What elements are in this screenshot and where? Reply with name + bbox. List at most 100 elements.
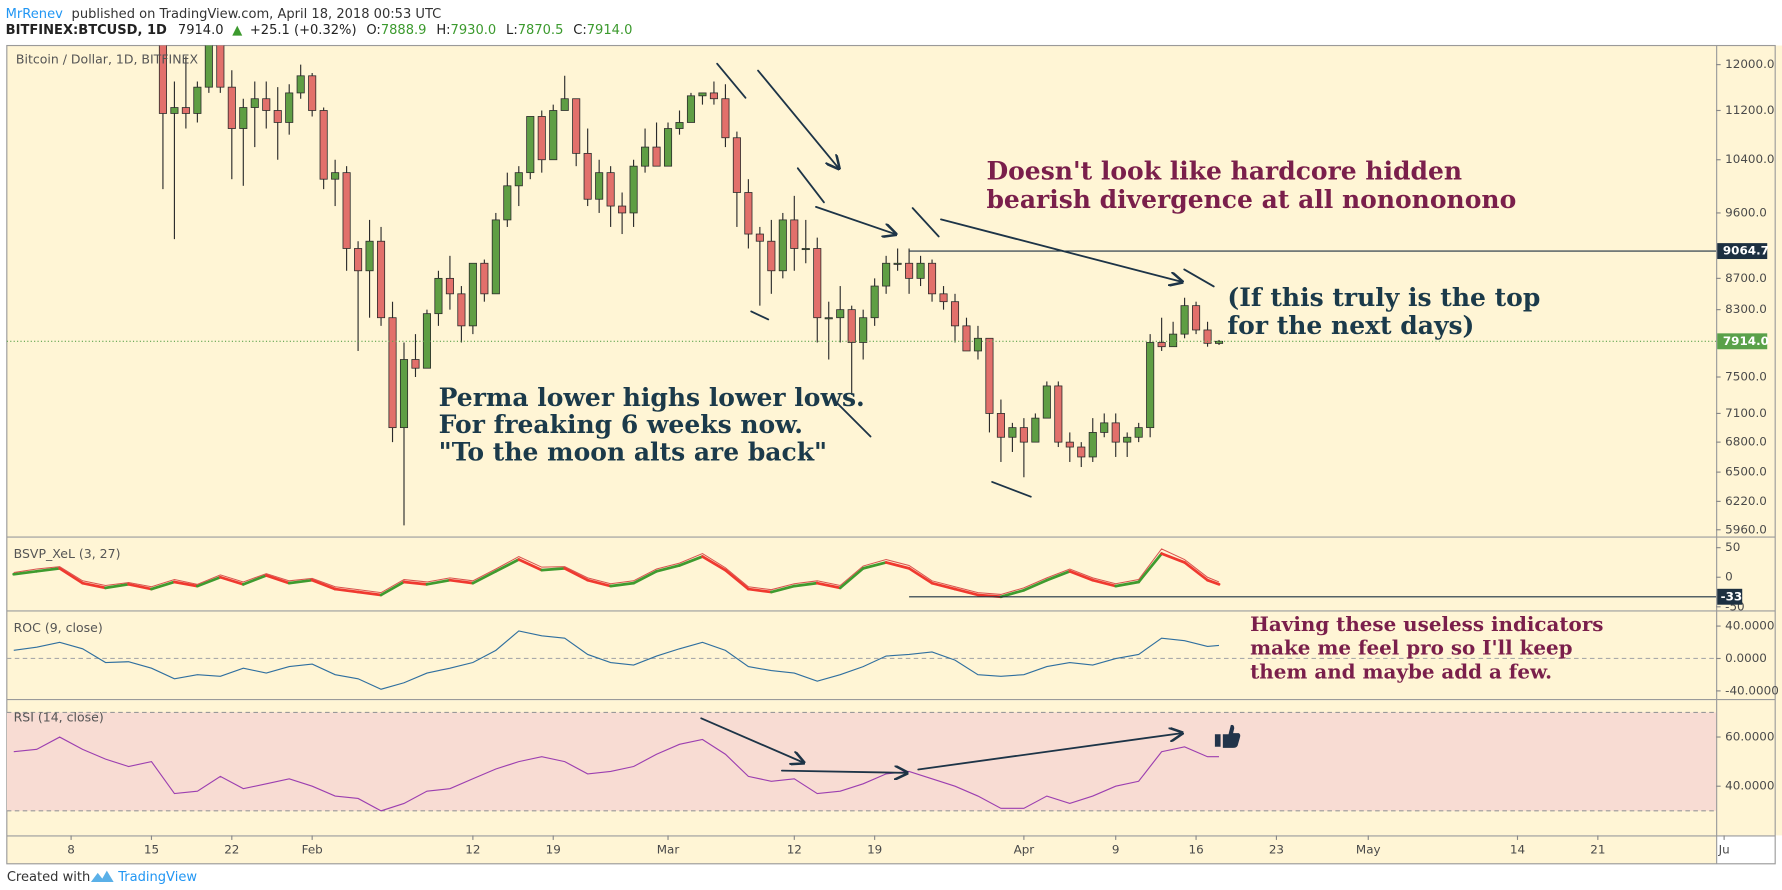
candle-body: [1077, 446, 1086, 458]
quote-value: 7870.5: [518, 23, 564, 38]
candle-body: [641, 146, 650, 167]
indicator-segment: [563, 567, 590, 582]
y-tick-label: 6220.0: [1725, 494, 1767, 508]
candle-body: [1180, 305, 1189, 335]
indicator-segment: [861, 561, 888, 570]
change-arrow: ▲: [232, 23, 242, 38]
annotation-line: them and maybe add a few.: [1250, 660, 1552, 684]
indicator-segment: [127, 582, 153, 591]
footer-brand[interactable]: TradingView: [117, 870, 197, 885]
pane-title: ROC (9, close): [14, 620, 103, 635]
annotation-line: (If this truly is the top: [1227, 283, 1540, 312]
indicator-segment: [999, 588, 1026, 599]
y-tick-label: 12000.0: [1725, 57, 1774, 71]
candle-body: [319, 110, 328, 180]
y-tick-label: 0: [1725, 570, 1733, 584]
candle-body: [514, 172, 523, 187]
candle-body: [1203, 329, 1212, 344]
x-tick-label: 19: [546, 843, 561, 857]
stroke: [1183, 268, 1215, 288]
annotation: (If this truly is the top for the next d…: [1227, 283, 1540, 340]
indicator-segment: [1068, 569, 1095, 582]
quote-value: 7914.0: [587, 23, 633, 38]
x-tick-label: Mar: [657, 843, 680, 857]
x-tick-label: 22: [224, 843, 239, 857]
y-tick-label: 40.0000: [1725, 619, 1774, 633]
indicator-segment: [678, 555, 704, 567]
candle-body: [572, 98, 581, 154]
indicator-segment: [1183, 561, 1209, 582]
candle-body: [365, 240, 374, 272]
candle-body: [583, 152, 592, 200]
candle-body: [928, 262, 937, 295]
candle-body: [859, 317, 868, 343]
candle-body: [204, 45, 213, 88]
indicator-line: [13, 548, 1220, 595]
indicator-segment: [1114, 580, 1141, 588]
candle-body: [801, 248, 810, 251]
candle-body: [985, 337, 994, 414]
candle-body: [1042, 385, 1051, 419]
pane-borders: [6, 44, 1776, 865]
indicator-segment: [173, 580, 199, 588]
x-tick-label: Feb: [302, 843, 323, 857]
annotation-line: "To the moon alts are back": [439, 437, 827, 466]
candle-body: [285, 92, 294, 123]
candle-body: [996, 413, 1005, 438]
header-line-1: MrRenev published on TradingView.com, Ap…: [6, 7, 442, 22]
candle-body: [916, 262, 925, 279]
annotation-line: make me feel pro so I'll keep: [1250, 636, 1573, 660]
candle-body: [560, 98, 569, 111]
candle-body: [732, 137, 741, 193]
indicator-segment: [379, 580, 406, 597]
candle-body: [1214, 340, 1224, 344]
candle-body: [354, 248, 363, 272]
author[interactable]: MrRenev: [6, 7, 63, 22]
candle-body: [595, 172, 604, 200]
candle-body: [181, 107, 190, 114]
stroke: [716, 62, 747, 99]
candle-body: [216, 45, 225, 88]
price-axis: [1716, 45, 1782, 836]
plot: 12000.0 11200.0 10400.0 9600.0 8700.0 8300.0 7…: [6, 45, 1779, 857]
price-pane: [6, 45, 1717, 537]
indicator-segment: [884, 561, 911, 570]
quote-label: O:: [366, 23, 380, 38]
candle-body: [870, 285, 879, 319]
candle-body: [1008, 427, 1017, 438]
indicator-segment: [655, 564, 681, 573]
indicator-segment: [196, 575, 222, 588]
arrow: [917, 733, 1182, 771]
indicator-line: [13, 630, 1220, 690]
candle-body: [296, 75, 305, 94]
x-tick-label: 19: [867, 843, 882, 857]
x-tick-label: 12: [465, 843, 480, 857]
candle-body: [388, 317, 397, 429]
arrow: [815, 205, 896, 234]
roc-pane: [6, 611, 1717, 700]
indicator-segment: [792, 581, 819, 588]
rsi-band: [6, 712, 1717, 811]
candle-body: [445, 277, 454, 295]
indicator-segment: [701, 555, 727, 572]
candle-body: [1111, 422, 1120, 443]
x-tick-label: 12: [787, 843, 802, 857]
indicator-segment: [104, 582, 130, 590]
candle-body: [308, 75, 317, 111]
candle-body: [755, 233, 764, 242]
annotation: Doesn't look like hardcore hidden bearis…: [986, 157, 1516, 214]
candle-body: [1157, 342, 1166, 348]
footer: Created with TradingView: [7, 870, 198, 885]
indicator-segment: [1045, 569, 1072, 582]
candle-body: [411, 359, 420, 369]
symbol: BITFINEX:BTCUSD, 1D: [6, 23, 167, 38]
indicator-segment: [494, 558, 521, 573]
logo: [90, 870, 114, 882]
stroke: [991, 481, 1032, 498]
time-axis: [6, 835, 1717, 864]
arrow: [780, 771, 907, 773]
stroke: [830, 396, 872, 438]
indicator-segment: [218, 575, 245, 586]
